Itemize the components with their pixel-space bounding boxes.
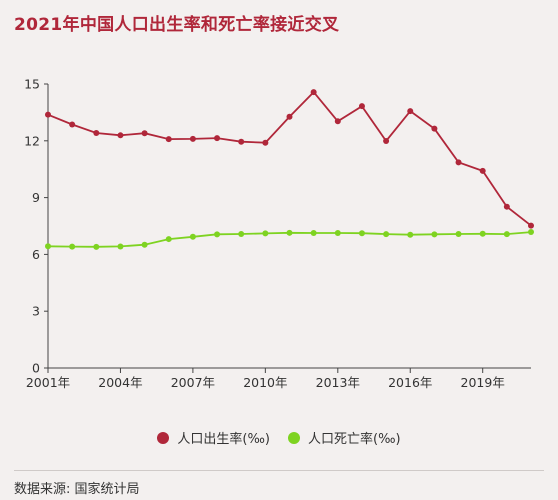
data-point-0: [358, 103, 365, 110]
data-point-1: [165, 236, 172, 243]
data-point-0: [189, 135, 196, 142]
x-tick-label: 2013年: [316, 375, 360, 390]
data-point-0: [238, 138, 245, 145]
data-point-0: [117, 132, 124, 139]
data-point-1: [383, 231, 390, 238]
legend-marker-birth-rate: [157, 431, 170, 444]
data-point-1: [479, 230, 486, 237]
data-point-1: [69, 243, 76, 250]
legend-marker-death-rate: [288, 431, 300, 444]
series-line-0: [47, 90, 532, 227]
data-point-0: [286, 113, 293, 120]
y-tick-label: 15: [24, 77, 40, 92]
data-point-0: [45, 111, 51, 118]
data-point-1: [262, 230, 269, 237]
data-point-0: [455, 159, 462, 166]
data-point-0: [479, 167, 486, 174]
legend-item-death-rate[interactable]: 人口死亡率(‰): [288, 428, 401, 447]
x-tick-label: 2004年: [98, 375, 142, 390]
data-point-1: [407, 231, 414, 238]
legend-label-birth-rate: 人口出生率(‰): [177, 432, 270, 447]
data-point-0: [407, 108, 414, 115]
data-point-1: [431, 231, 438, 238]
data-point-0: [93, 130, 100, 137]
x-tick-label: 2019年: [461, 375, 505, 390]
data-point-0: [431, 125, 438, 132]
data-point-0: [528, 222, 534, 229]
data-point-1: [455, 230, 462, 237]
data-point-1: [214, 231, 221, 238]
data-point-1: [45, 243, 51, 250]
x-tick-label: 2016年: [388, 375, 432, 390]
y-tick-label: 6: [32, 247, 40, 262]
x-tick-label: 2001年: [26, 375, 70, 390]
data-point-1: [528, 229, 534, 236]
legend-label-death-rate: 人口死亡率(‰): [308, 432, 401, 447]
y-tick-label: 9: [32, 190, 40, 205]
data-point-0: [214, 135, 221, 142]
data-source: 数据来源: 国家统计局: [14, 482, 140, 497]
footer-divider: [14, 470, 544, 471]
data-point-0: [503, 203, 510, 210]
y-tick-label: 3: [32, 304, 40, 319]
data-point-1: [93, 243, 100, 250]
y-tick-label: 12: [24, 133, 40, 148]
data-point-0: [383, 137, 390, 144]
data-point-1: [141, 241, 148, 248]
data-point-0: [262, 139, 269, 146]
data-point-1: [503, 231, 510, 238]
data-point-1: [358, 230, 365, 237]
data-point-1: [189, 233, 196, 240]
data-point-0: [165, 136, 172, 143]
data-point-0: [69, 121, 76, 128]
line-chart: 0 3 6 9 12 15 2001年 2004年 2007年 2010年 2013年 2016年 20…: [24, 77, 534, 390]
data-point-1: [310, 230, 317, 237]
legend-item-birth-rate[interactable]: 人口出生率(‰): [157, 428, 270, 447]
y-tick-label: 0: [32, 361, 40, 376]
data-point-0: [310, 89, 317, 96]
data-point-1: [117, 243, 124, 250]
chart-title: 2021年中国人口出生率和死亡率接近交叉: [14, 15, 340, 35]
x-tick-label: 2010年: [243, 375, 287, 390]
x-tick-label: 2007年: [171, 375, 215, 390]
data-point-0: [334, 118, 341, 125]
data-point-1: [286, 229, 293, 236]
data-point-0: [141, 130, 148, 137]
chart-legend: 人口出生率(‰) 人口死亡率(‰): [0, 428, 558, 447]
data-point-1: [334, 230, 341, 237]
data-point-1: [238, 230, 245, 237]
